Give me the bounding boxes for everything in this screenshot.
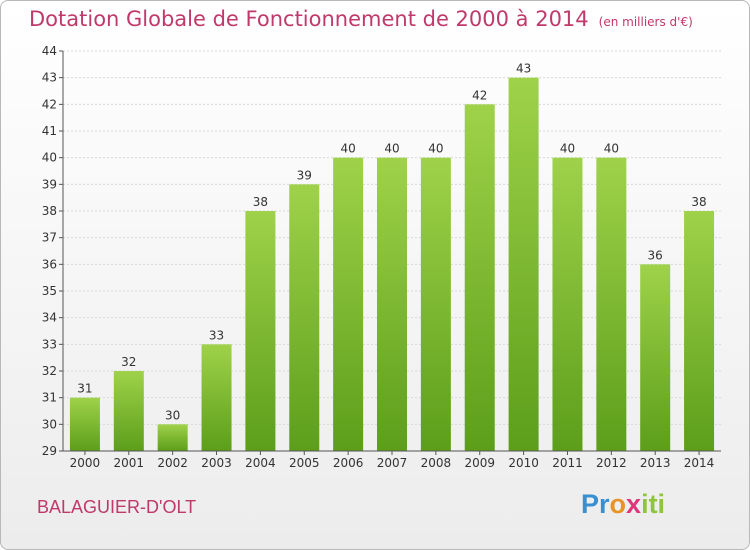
x-tick-label: 2010 — [508, 456, 539, 470]
title-text: Dotation Globale de Fonctionnement de 20… — [29, 7, 589, 31]
x-tick-label: 2002 — [157, 456, 188, 470]
bar — [245, 211, 276, 451]
bar — [333, 157, 364, 451]
bar-value-label: 40 — [604, 142, 619, 156]
commune-name: BALAGUIER-D'OLT — [37, 497, 197, 517]
bar — [420, 157, 451, 451]
y-tick-label: 36 — [42, 257, 57, 271]
bar-value-label: 38 — [253, 195, 268, 209]
y-tick-label: 43 — [42, 71, 57, 85]
bar-value-label: 32 — [121, 355, 136, 369]
bar — [157, 424, 188, 451]
y-tick-label: 38 — [42, 204, 57, 218]
y-tick-label: 31 — [42, 391, 57, 405]
y-tick-label: 29 — [42, 444, 57, 458]
bar — [464, 104, 495, 451]
bar — [596, 157, 627, 451]
bar-value-label: 39 — [297, 168, 312, 182]
bar — [201, 344, 232, 451]
title-unit: (en milliers d'€) — [598, 15, 693, 29]
x-tick-label: 2013 — [640, 456, 671, 470]
x-tick-label: 2007 — [377, 456, 408, 470]
bar-value-label: 33 — [209, 328, 224, 342]
y-tick-label: 35 — [42, 284, 57, 298]
y-tick-label: 41 — [42, 124, 57, 138]
bar — [377, 157, 407, 451]
y-tick-label: 39 — [42, 177, 57, 191]
x-tick-label: 2011 — [552, 456, 583, 470]
bar — [289, 184, 320, 452]
y-tick-label: 34 — [42, 311, 57, 325]
bar-value-label: 43 — [516, 62, 531, 76]
y-tick-label: 33 — [42, 337, 57, 351]
bar-value-label: 42 — [472, 88, 487, 102]
y-tick-label: 44 — [42, 44, 57, 58]
bar — [113, 371, 144, 451]
bar — [508, 77, 539, 452]
bar — [640, 264, 671, 451]
bar-value-label: 40 — [340, 142, 355, 156]
bar — [69, 397, 100, 451]
y-tick-label: 30 — [42, 417, 57, 431]
x-tick-label: 2003 — [201, 456, 232, 470]
y-tick-label: 32 — [42, 364, 57, 378]
x-tick-label: 2008 — [421, 456, 452, 470]
y-tick-label: 42 — [42, 97, 57, 111]
chart-title: Dotation Globale de Fonctionnement de 20… — [29, 7, 693, 31]
x-tick-label: 2014 — [684, 456, 715, 470]
bar-value-label: 36 — [648, 248, 663, 262]
y-tick-label: 37 — [42, 231, 57, 245]
x-tick-label: 2012 — [596, 456, 627, 470]
bar-value-label: 40 — [560, 142, 575, 156]
x-tick-label: 2006 — [333, 456, 364, 470]
bar-value-label: 40 — [428, 142, 443, 156]
x-tick-label: 2001 — [114, 456, 145, 470]
x-tick-label: 2000 — [70, 456, 101, 470]
bar — [684, 211, 715, 451]
bar-value-label: 38 — [691, 195, 706, 209]
x-tick-label: 2004 — [245, 456, 276, 470]
y-tick-label: 40 — [42, 151, 57, 165]
bar — [552, 157, 583, 451]
bar-value-label: 31 — [77, 382, 92, 396]
x-tick-label: 2005 — [289, 456, 320, 470]
x-tick-label: 2009 — [464, 456, 495, 470]
bar-value-label: 30 — [165, 408, 180, 422]
proxiti-logo: Proxiti — [581, 489, 666, 519]
bar-value-label: 40 — [384, 142, 399, 156]
